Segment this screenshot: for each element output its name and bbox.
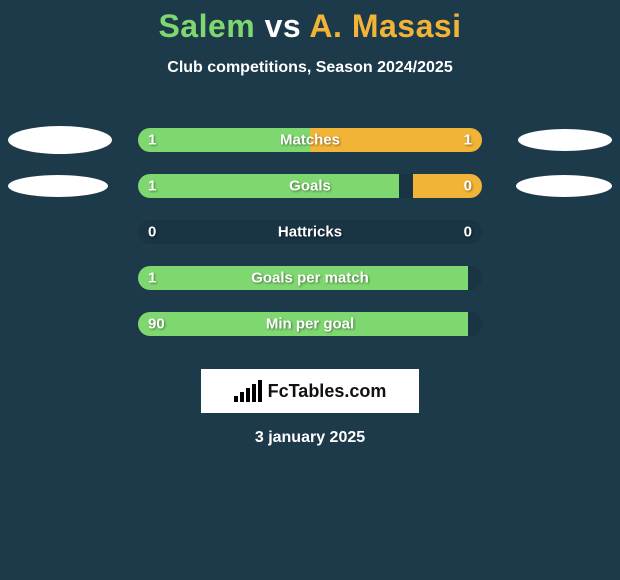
footer-date: 3 january 2025 xyxy=(0,429,620,447)
bar-track: Matches11 xyxy=(138,128,482,152)
bar-value-right: 0 xyxy=(464,224,472,241)
avatar xyxy=(516,175,612,197)
title-left: Salem xyxy=(158,8,255,44)
logo-bars-icon xyxy=(234,380,262,402)
stat-row: Goals10 xyxy=(0,163,620,209)
avatar xyxy=(518,129,612,151)
bar-left xyxy=(138,312,468,336)
bar-left xyxy=(138,128,310,152)
title-right: A. Masasi xyxy=(309,8,461,44)
stat-row: Min per goal90 xyxy=(0,301,620,347)
bar-track: Goals10 xyxy=(138,174,482,198)
logo-box[interactable]: FcTables.com xyxy=(201,369,419,413)
avatar xyxy=(8,126,112,154)
stat-row: Goals per match1 xyxy=(0,255,620,301)
stage: Salem vs A. Masasi Club competitions, Se… xyxy=(0,0,620,580)
stat-row: Hattricks0 0 xyxy=(0,209,620,255)
bar-track: Min per goal90 xyxy=(138,312,482,336)
bar-track: Goals per match1 xyxy=(138,266,482,290)
bar-track: Hattricks0 0 xyxy=(138,220,482,244)
bar-left xyxy=(138,174,399,198)
page-title: Salem vs A. Masasi xyxy=(0,0,620,45)
stat-row: Matches11 xyxy=(0,117,620,163)
bar-left xyxy=(138,266,468,290)
logo-text: FcTables.com xyxy=(268,381,387,402)
bar-value-left: 0 xyxy=(148,224,156,241)
stat-rows: Matches11 Goals10 Hattricks0 0 Goals per mat… xyxy=(0,117,620,347)
subtitle: Club competitions, Season 2024/2025 xyxy=(0,59,620,77)
bar-right xyxy=(310,128,482,152)
bar-right xyxy=(413,174,482,198)
avatar xyxy=(8,175,108,197)
title-vs: vs xyxy=(265,8,302,44)
bar-label: Hattricks xyxy=(138,224,482,241)
